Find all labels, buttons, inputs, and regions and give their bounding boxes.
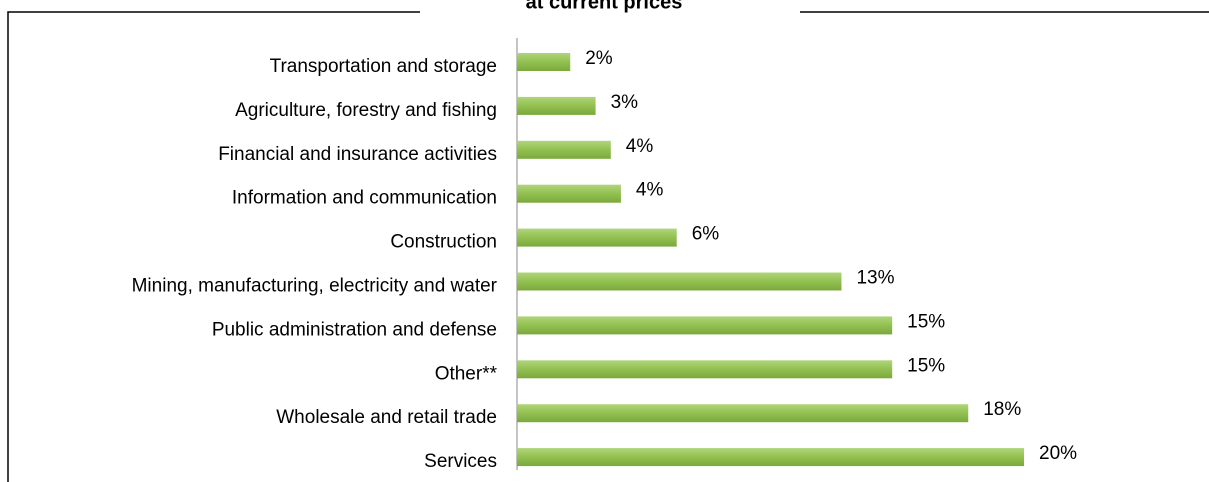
value-label: 20% (1039, 443, 1077, 464)
bar (517, 228, 677, 247)
bar (517, 448, 1024, 467)
category-label: Wholesale and retail trade (276, 407, 497, 428)
bar (517, 53, 571, 71)
bar (517, 184, 621, 203)
bar (517, 140, 611, 159)
value-label: 13% (856, 268, 894, 289)
value-label: 15% (907, 355, 945, 376)
value-label: 2% (585, 48, 613, 69)
value-label: 3% (611, 92, 639, 113)
value-label: 18% (983, 399, 1021, 420)
chart-title: at current prices (526, 0, 683, 13)
bar (517, 96, 596, 115)
category-label: Public administration and defense (212, 319, 497, 340)
category-label: Transportation and storage (270, 56, 497, 77)
value-label: 15% (907, 311, 945, 332)
bar (517, 316, 893, 335)
bar (517, 360, 893, 379)
category-label: Information and communication (232, 188, 497, 209)
category-label: Financial and insurance activities (218, 144, 497, 165)
category-label: Other** (435, 363, 498, 384)
category-label: Agriculture, forestry and fishing (235, 100, 497, 121)
bar (517, 404, 969, 423)
value-label: 6% (692, 224, 720, 245)
frame (7, 11, 1209, 482)
category-label: Construction (390, 232, 497, 253)
value-label: 4% (626, 136, 654, 157)
category-label: Mining, manufacturing, electricity and w… (132, 276, 498, 297)
value-label: 4% (636, 180, 664, 201)
title-bg (420, 0, 800, 18)
bar (517, 272, 842, 291)
category-label: Services (424, 451, 497, 472)
